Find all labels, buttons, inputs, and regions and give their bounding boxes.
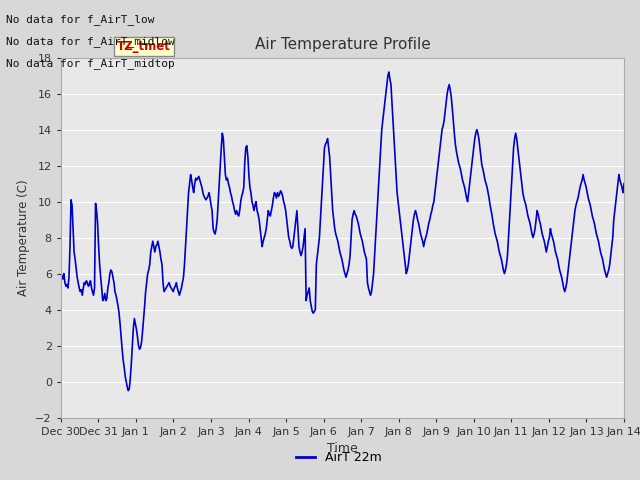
Title: Air Temperature Profile: Air Temperature Profile (255, 37, 430, 52)
Legend: AirT 22m: AirT 22m (291, 446, 387, 469)
Text: No data for f_AirT_low: No data for f_AirT_low (6, 14, 155, 25)
Text: No data for f_AirT_midtop: No data for f_AirT_midtop (6, 58, 175, 69)
X-axis label: Time: Time (327, 442, 358, 455)
Text: TZ_tmet: TZ_tmet (117, 40, 171, 53)
Text: No data for f_AirT_midlow: No data for f_AirT_midlow (6, 36, 175, 47)
Y-axis label: Air Temperature (C): Air Temperature (C) (17, 180, 29, 296)
